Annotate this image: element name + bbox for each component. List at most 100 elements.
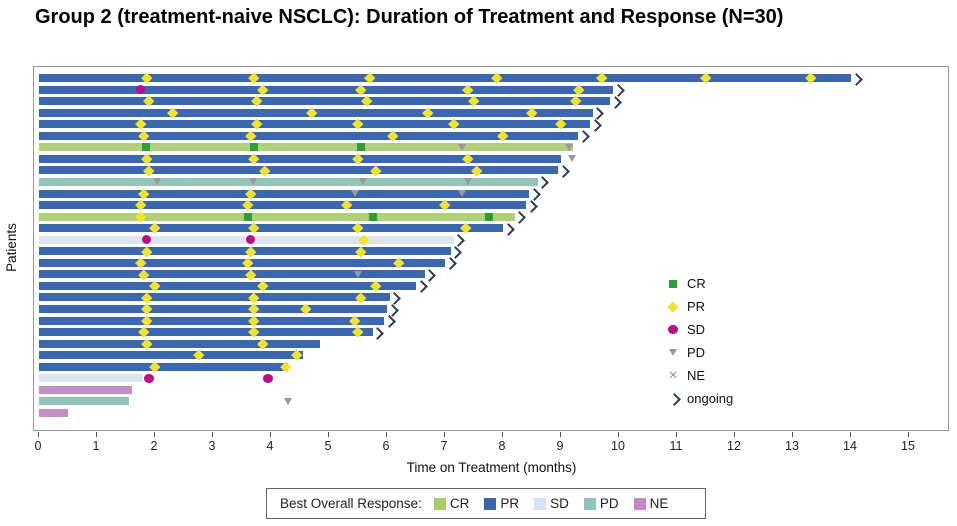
patient-bar — [39, 351, 303, 360]
response-marker-pd — [353, 270, 362, 278]
ongoing-arrow — [524, 199, 538, 213]
response-marker-cr — [356, 143, 365, 152]
response-marker-cr — [243, 212, 252, 221]
x-axis-tick-label: 7 — [440, 439, 448, 453]
square-icon — [664, 276, 682, 292]
response-legend-entry: PD — [583, 496, 619, 511]
x-axis-tick-label: 5 — [324, 439, 332, 453]
ongoing-arrow — [371, 326, 384, 340]
x-axis-tick — [559, 432, 561, 437]
response-marker-pd — [568, 155, 577, 163]
patient-bar — [39, 74, 851, 82]
x-axis-tick-label: 8 — [498, 439, 506, 453]
x-axis-label: Time on Treatment (months) — [406, 460, 577, 475]
x-axis-tick — [37, 432, 39, 437]
response-marker-pd — [457, 143, 466, 151]
response-legend-label: NE — [649, 496, 669, 511]
ongoing-arrow — [449, 245, 463, 259]
chevron-icon — [664, 391, 682, 407]
x-axis-tick-label: 0 — [34, 439, 42, 453]
x-axis-tick — [327, 432, 329, 437]
response-marker-pd — [249, 178, 258, 186]
marker-legend-label: PR — [687, 299, 706, 314]
x-axis-tick — [385, 432, 387, 437]
x-axis-tick-label: 12 — [727, 439, 741, 453]
x-axis-tick — [153, 432, 155, 437]
x-axis-tick — [733, 432, 735, 437]
x-axis-tick-label: 2 — [150, 439, 158, 453]
response-legend-entry: CR — [433, 496, 470, 511]
ongoing-arrow — [577, 130, 590, 144]
marker-legend-label: ongoing — [687, 391, 734, 406]
ongoing-arrow — [591, 107, 605, 121]
x-axis-tick — [443, 432, 445, 437]
response-legend-entry: NE — [633, 496, 669, 511]
response-marker-sd — [141, 234, 152, 245]
ongoing-arrow — [849, 72, 863, 86]
y-axis-label: Patients — [3, 223, 19, 272]
x-axis-tick — [675, 432, 677, 437]
patient-bar — [39, 247, 451, 256]
x-axis-tick — [501, 432, 503, 437]
x-axis-tick-label: 3 — [208, 439, 216, 453]
marker-legend-item: PD — [664, 341, 733, 364]
patient-bar — [39, 189, 530, 198]
marker-legend-item: SD — [664, 318, 733, 341]
x-axis-tick — [791, 432, 793, 437]
patient-bar — [39, 409, 68, 417]
ongoing-arrow — [443, 257, 457, 271]
response-legend-title: Best Overall Response: — [280, 496, 422, 511]
response-marker-pd — [565, 143, 574, 151]
marker-legend-item: CR — [664, 272, 733, 295]
square-glyph — [669, 279, 677, 288]
ongoing-arrow — [588, 118, 602, 132]
response-marker-pd — [350, 190, 359, 198]
response-color-swatch — [484, 497, 497, 510]
x-axis-tick-label: 11 — [669, 439, 683, 453]
ongoing-arrow — [513, 211, 526, 224]
triangle-glyph — [668, 349, 677, 356]
ongoing-arrow — [556, 165, 570, 178]
chart-title: Group 2 (treatment-naive NSCLC): Duratio… — [35, 6, 784, 28]
patient-bar — [39, 374, 144, 383]
patient-bar — [39, 281, 416, 290]
marker-legend-label: SD — [687, 322, 706, 337]
ongoing-arrow — [414, 280, 428, 294]
response-marker-sd — [135, 84, 146, 95]
patient-bar — [39, 166, 559, 175]
triangle-icon — [664, 345, 682, 361]
response-marker-cr — [484, 212, 493, 221]
patient-bar — [39, 143, 573, 152]
ongoing-arrow — [388, 292, 402, 305]
x-axis-tick-label: 4 — [266, 439, 274, 453]
x-axis-tick-label: 14 — [843, 439, 857, 453]
cross-glyph: × — [668, 366, 678, 384]
ongoing-arrow — [452, 234, 466, 248]
diamond-glyph — [667, 301, 679, 312]
patient-bar — [39, 328, 373, 337]
ongoing-arrow — [385, 303, 399, 317]
x-axis-tick-label: 1 — [92, 439, 100, 453]
ongoing-arrow — [382, 315, 396, 328]
response-legend-label: PR — [500, 496, 520, 511]
patient-bar — [39, 85, 614, 94]
x-axis-tick-label: 15 — [901, 439, 915, 453]
response-marker-sd — [263, 373, 273, 384]
response-legend-label: CR — [449, 496, 470, 511]
patient-bar — [39, 224, 503, 233]
chevron-glyph — [667, 393, 681, 406]
marker-legend-item: × NE — [664, 364, 733, 387]
response-legend-label: PD — [599, 496, 619, 511]
patient-bar — [39, 362, 289, 371]
response-color-legend: Best Overall Response: CR PR SD PD NE — [266, 488, 706, 519]
patient-bar — [39, 270, 425, 279]
response-color-swatch — [534, 497, 547, 510]
patient-bar — [39, 177, 538, 186]
patient-bar — [39, 154, 561, 163]
response-marker-cr — [368, 212, 377, 221]
response-legend-entry: SD — [534, 496, 569, 511]
x-axis-tick — [95, 432, 97, 437]
plot-area — [33, 66, 949, 431]
response-legend-label: SD — [550, 496, 569, 511]
x-axis-tick-label: 10 — [611, 439, 625, 453]
